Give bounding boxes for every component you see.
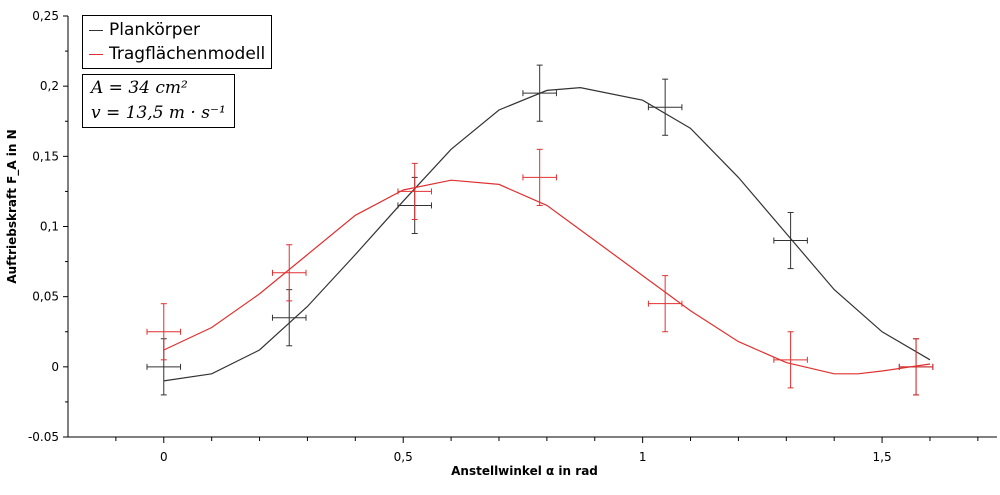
y-axis-label: Auftriebskraft F_A in N <box>5 129 20 283</box>
fit-curve-0 <box>163 86 931 382</box>
formula-box: A = 34 cm² v = 13,5 m · s⁻¹ <box>82 74 235 128</box>
formula-velocity: v = 13,5 m · s⁻¹ <box>91 103 226 123</box>
y-tick-label: 0,15 <box>32 149 59 163</box>
legend-item-plankoerper: Plankörper <box>89 18 265 42</box>
y-tick-label: 0 <box>51 360 59 374</box>
legend-swatch <box>89 29 103 31</box>
y-tick-label: 0,05 <box>32 290 59 304</box>
legend-item-tragflaechenmodell: Tragflächenmodell <box>89 42 265 66</box>
x-tick-label: 1,5 <box>873 450 892 464</box>
x-axis-label: Anstellwinkel α in rad <box>451 464 598 478</box>
legend: Plankörper Tragflächenmodell <box>82 15 273 69</box>
legend-swatch <box>89 53 103 55</box>
x-tick-label: 0 <box>160 450 168 464</box>
y-tick-label: 0,2 <box>40 79 59 93</box>
fit-curve-1 <box>163 179 931 375</box>
y-tick-label: -0.05 <box>28 430 59 444</box>
x-tick-label: 0,5 <box>394 450 413 464</box>
legend-label: Plankörper <box>109 20 201 40</box>
legend-label: Tragflächenmodell <box>109 44 266 64</box>
y-tick-label: 0,1 <box>40 220 59 234</box>
x-tick-label: 1 <box>639 450 647 464</box>
formula-area: A = 34 cm² <box>91 78 188 98</box>
y-tick-label: 0,25 <box>32 9 59 23</box>
